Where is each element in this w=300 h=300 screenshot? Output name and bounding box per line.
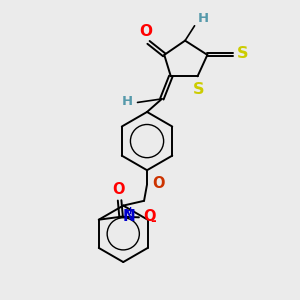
Text: H: H	[122, 95, 133, 108]
Text: -: -	[150, 214, 156, 228]
Text: O: O	[112, 182, 125, 197]
Text: O: O	[144, 209, 156, 224]
Text: S: S	[236, 46, 248, 62]
Text: N: N	[122, 208, 135, 224]
Text: O: O	[140, 24, 153, 39]
Text: O: O	[152, 176, 165, 191]
Text: H: H	[198, 12, 209, 25]
Text: S: S	[193, 82, 205, 97]
Text: +: +	[125, 206, 135, 216]
